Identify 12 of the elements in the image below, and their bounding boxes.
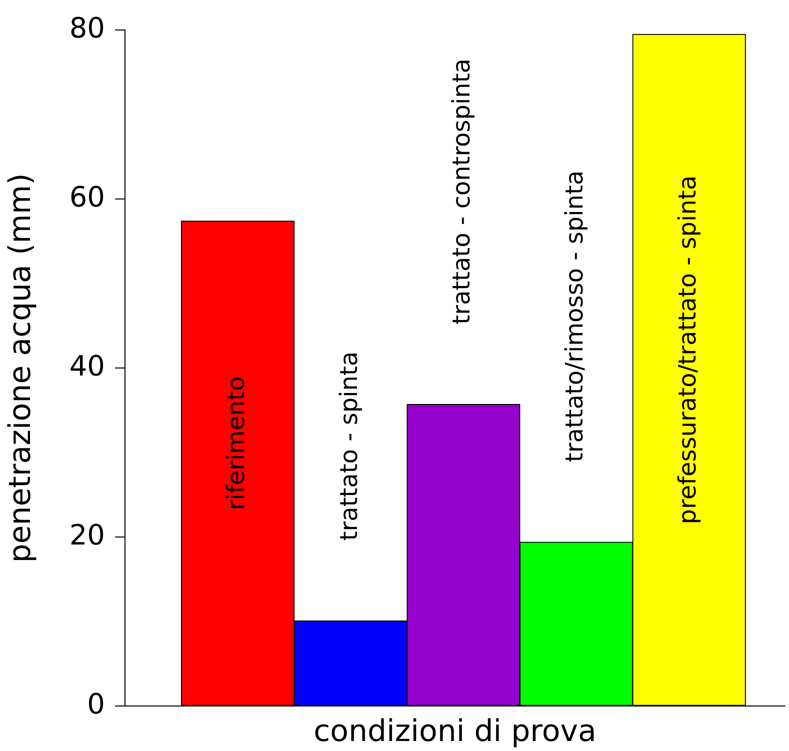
y-tick-label: 40 [69, 349, 105, 382]
y-tick-label: 0 [87, 687, 105, 720]
y-tick-label: 80 [69, 11, 105, 44]
x-tick-label: riferimento [222, 376, 250, 510]
x-tick-label: trattato - spinta [334, 351, 363, 541]
x-tick-label: prefessurato/trattato - spinta [673, 175, 702, 524]
y-axis-title: penetrazione acqua (mm) [2, 173, 38, 563]
y-tick-label: 60 [69, 180, 105, 214]
x-tick-label: trattato - controspinta [448, 58, 476, 324]
x-axis-title: condizioni di prova [314, 714, 596, 749]
x-tick-label: trattato/rimosso - spinta [560, 170, 589, 462]
y-tick-label: 20 [69, 518, 105, 552]
